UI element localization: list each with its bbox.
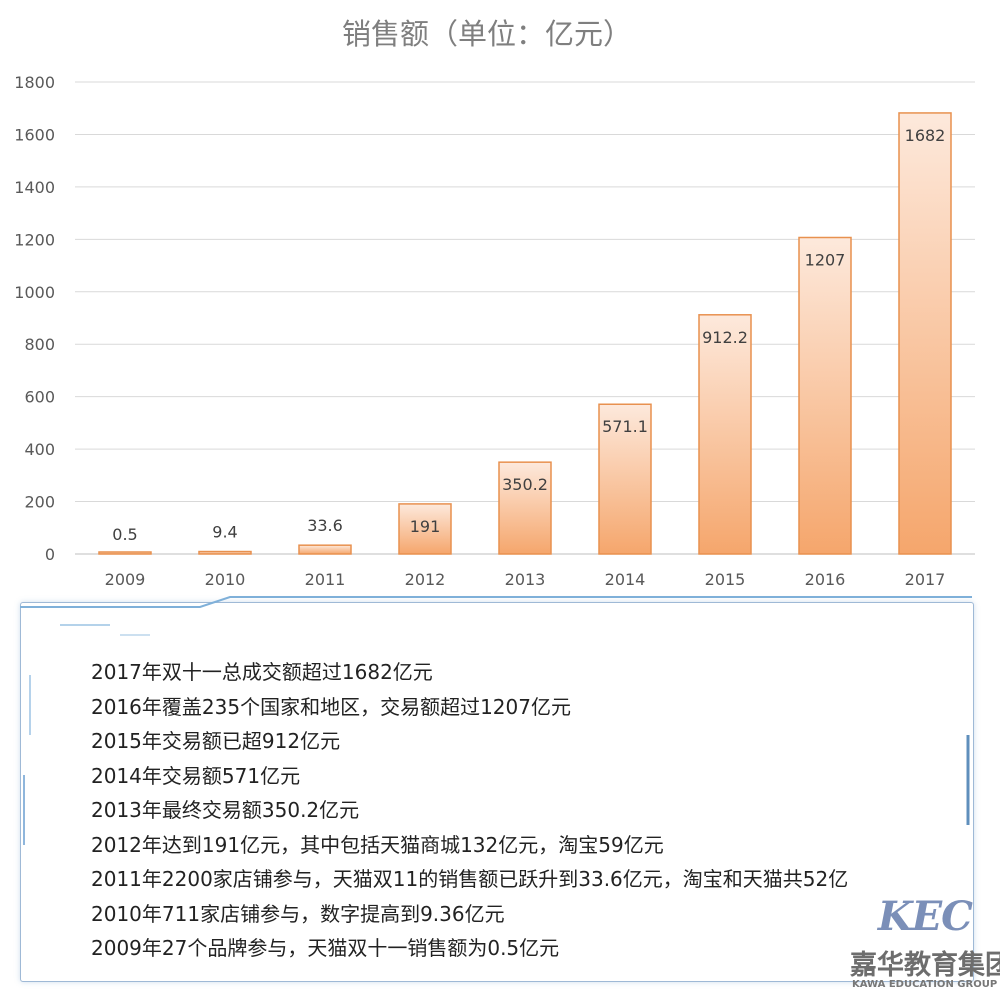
y-tick-label: 1400 [14,178,55,197]
y-tick-label: 1600 [14,125,55,144]
x-tick-label: 2013 [505,570,546,589]
logo-mark: KEC [877,893,973,940]
logo: KEC 嘉华教育集团 KAWA EDUCATION GROUP [846,893,1000,1000]
data-label-2015: 912.2 [702,328,748,347]
gridlines [75,81,975,555]
data-label-2011: 33.6 [307,516,343,535]
note-2009: 2009年27个品牌参与，天猫双十一销售额为0.5亿元 [91,936,560,960]
y-tick-label: 0 [45,545,55,564]
x-tick-label: 2009 [105,570,146,589]
note-2016: 2016年覆盖235个国家和地区，交易额超过1207亿元 [91,694,571,719]
x-tick-label: 2011 [305,570,346,589]
y-tick-label: 200 [24,493,55,512]
chart-title: 销售额（单位：亿元） [342,17,632,51]
bar-2012 [398,503,452,555]
data-label-2009: 0.5 [112,525,137,544]
y-axis-ticks: 0 200 400 600 800 1000 1200 1400 1600 1800 [14,73,55,564]
note-2015: 2015年交易额已超912亿元 [91,729,341,753]
bar-2011 [298,544,352,555]
bar-2010 [198,550,252,555]
x-tick-label: 2012 [405,570,446,589]
x-axis-ticks: 2009 2010 2011 2012 2013 2014 2015 2016 2017 [105,570,946,589]
y-tick-label: 800 [24,335,55,354]
x-tick-label: 2010 [205,570,246,589]
x-tick-label: 2016 [805,570,846,589]
bar-2013 [498,461,552,555]
sales-chart: 销售额（单位：亿元） 0 200 400 600 800 1000 1200 1400 1600… [14,17,975,589]
note-2010: 2010年711家店铺参与，数字提高到9.36亿元 [91,901,505,926]
y-tick-label: 600 [24,388,55,407]
data-label-2017: 1682 [905,126,946,145]
note-2013: 2013年最终交易额350.2亿元 [91,798,360,822]
bar-2009 [98,551,152,555]
note-2014: 2014年交易额571亿元 [91,763,301,788]
y-tick-label: 400 [24,440,55,459]
data-label-2013: 350.2 [502,475,548,494]
bar-2015 [698,314,752,555]
note-2011: 2011年2200家店铺参与，天猫双11的销售额已跃升到33.6亿元，淘宝和天猫… [91,867,849,891]
bar-2016 [798,236,852,555]
notes-list: 2017年双十一总成交额超过1682亿元 2016年覆盖235个国家和地区，交易… [91,655,848,966]
data-label-2014: 571.1 [602,417,648,436]
x-tick-label: 2014 [605,570,646,589]
data-label-2016: 1207 [805,250,846,269]
x-tick-label: 2015 [705,570,746,589]
logo-name-en: KAWA EDUCATION GROUP [852,979,998,990]
data-label-2012: 191 [410,517,441,536]
logo-name-cn: 嘉华教育集团 [850,950,1000,981]
notes-panel: 2017年双十一总成交额超过1682亿元 2016年覆盖235个国家和地区，交易… [20,602,974,982]
data-labels: 0.5 9.4 33.6 191 350.2 571.1 912.2 1207 1682 [112,126,945,544]
chart-canvas: 销售额（单位：亿元） 0 200 400 600 800 1000 1200 1400 1600… [14,17,975,589]
note-2012: 2012年达到191亿元，其中包括天猫商城132亿元，淘宝59亿元 [91,832,664,857]
data-label-2010: 9.4 [212,523,237,542]
y-tick-label: 1800 [14,73,55,92]
bars [98,112,952,555]
y-tick-label: 1200 [14,230,55,249]
x-tick-label: 2017 [905,570,946,589]
note-2017: 2017年双十一总成交额超过1682亿元 [91,660,433,684]
bar-2014 [598,403,652,555]
y-tick-label: 1000 [14,283,55,302]
bar-2017 [898,112,952,555]
